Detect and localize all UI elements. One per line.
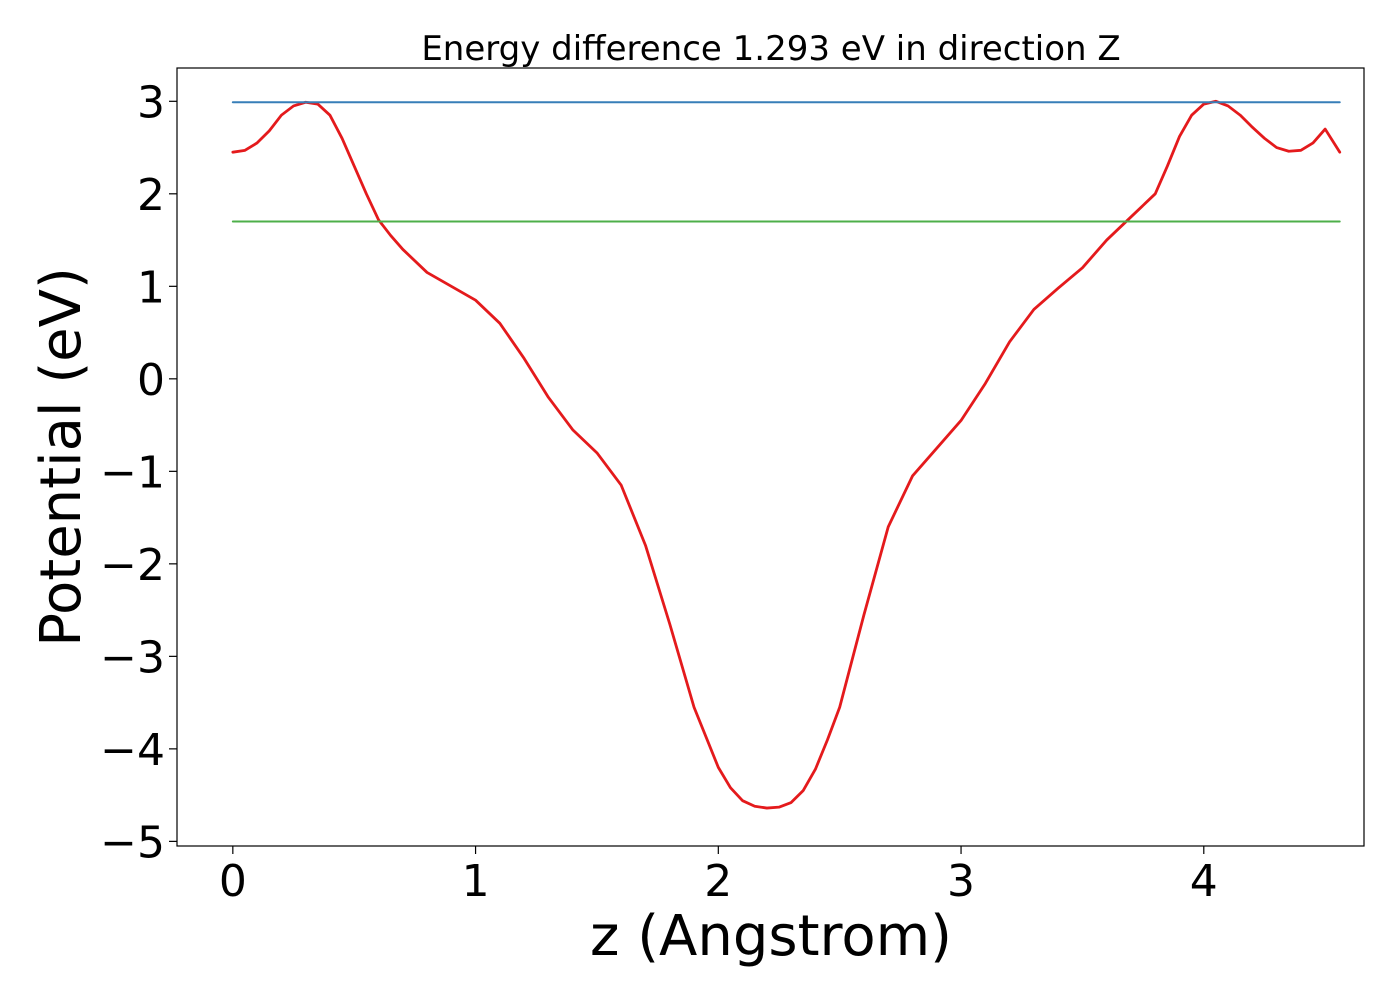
x-tick-label: 0 xyxy=(219,856,247,907)
plot-frame xyxy=(176,67,1365,847)
series-layer xyxy=(231,99,1342,810)
y-axis-ticks: 3 2 1 0 −1 −2 −3 −4 −5 xyxy=(100,77,177,868)
y-tick-label: 1 xyxy=(137,262,165,313)
y-tick-label: 2 xyxy=(137,170,165,221)
y-tick-label: −1 xyxy=(100,447,165,498)
y-tick-label: −2 xyxy=(100,540,165,591)
x-tick-label: 2 xyxy=(704,856,732,907)
y-tick-label: 0 xyxy=(137,355,165,406)
y-tick-label: −3 xyxy=(100,632,165,683)
y-tick-label: 3 xyxy=(137,77,165,128)
potential-curve xyxy=(231,99,1342,810)
y-tick-label: −5 xyxy=(100,817,165,868)
chart-title: Energy difference 1.293 eV in direction … xyxy=(421,29,1120,69)
x-tick-label: 1 xyxy=(462,856,490,907)
y-tick-label: −4 xyxy=(100,725,165,776)
x-tick-label: 4 xyxy=(1190,856,1218,907)
y-axis-label: Potential (eV) xyxy=(29,267,94,647)
x-tick-label: 3 xyxy=(947,856,975,907)
x-axis-ticks: 0 1 2 3 4 xyxy=(219,846,1218,907)
x-axis-label: z (Angstrom) xyxy=(590,904,952,969)
